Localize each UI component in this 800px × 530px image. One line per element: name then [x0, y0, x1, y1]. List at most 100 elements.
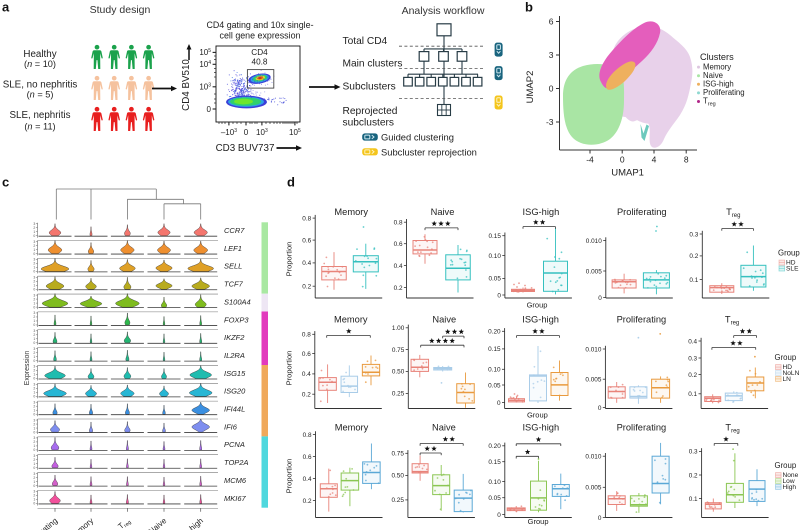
svg-text:ISG-high: ISG-high: [703, 80, 734, 89]
svg-text:0.4: 0.4: [688, 338, 697, 345]
svg-text:2: 2: [33, 315, 35, 319]
svg-text:0.6: 0.6: [394, 241, 403, 248]
svg-text:3: 3: [33, 347, 35, 351]
svg-text:MKI67: MKI67: [224, 494, 247, 503]
svg-text:Clusters: Clusters: [700, 52, 734, 62]
svg-text:0: 0: [33, 448, 35, 452]
svg-text:3: 3: [549, 50, 554, 60]
svg-text:FOXP3: FOXP3: [224, 315, 249, 324]
svg-text:Low: Low: [783, 478, 795, 485]
svg-text:S100A4: S100A4: [224, 297, 251, 306]
svg-text:3: 3: [33, 454, 35, 458]
svg-text:0.010: 0.010: [586, 238, 602, 245]
svg-text:–103: –103: [221, 128, 237, 137]
svg-text:103: 103: [256, 128, 268, 137]
svg-text:0.50: 0.50: [391, 473, 404, 480]
svg-text:0.8: 0.8: [302, 215, 311, 222]
svg-text:2: 2: [33, 226, 35, 230]
svg-text:0: 0: [549, 84, 554, 94]
svg-text:Memory: Memory: [335, 423, 369, 433]
svg-text:0: 0: [33, 412, 35, 416]
svg-text:0.6: 0.6: [303, 454, 312, 461]
svg-text:CD4: CD4: [251, 48, 268, 57]
svg-text:0: 0: [33, 430, 35, 434]
svg-text:0: 0: [497, 512, 501, 519]
svg-text:0.05: 0.05: [488, 495, 501, 502]
svg-text:Treg: Treg: [703, 97, 716, 108]
svg-text:SLE, no nephritis: SLE, no nephritis: [3, 80, 78, 91]
svg-text:CD3 BUV737: CD3 BUV737: [216, 143, 275, 154]
svg-text:3: 3: [33, 436, 35, 440]
svg-text:LEF1: LEF1: [224, 244, 242, 253]
svg-text:0.4: 0.4: [303, 476, 312, 483]
svg-text:0.05: 0.05: [488, 276, 501, 283]
svg-text:0.75: 0.75: [391, 451, 404, 458]
svg-text:0.4: 0.4: [302, 371, 311, 378]
svg-text:0.2: 0.2: [302, 284, 311, 291]
svg-text:Main clusters: Main clusters: [343, 58, 403, 69]
svg-text:ISG20: ISG20: [224, 387, 246, 396]
svg-text:(n = 11): (n = 11): [24, 122, 55, 132]
svg-text:2: 2: [33, 244, 35, 248]
svg-text:3: 3: [33, 490, 35, 494]
svg-text:1: 1: [33, 426, 35, 430]
svg-text:0.3: 0.3: [688, 355, 697, 362]
svg-text:2: 2: [33, 279, 35, 283]
svg-text:1: 1: [33, 408, 35, 412]
svg-text:IL2RA: IL2RA: [224, 351, 245, 360]
svg-text:0: 0: [33, 484, 35, 488]
svg-text:0: 0: [33, 341, 35, 345]
svg-text:4: 4: [652, 155, 657, 165]
svg-text:0.1: 0.1: [688, 391, 697, 398]
svg-text:Proliferating: Proliferating: [617, 207, 667, 217]
svg-text:0.005: 0.005: [586, 268, 602, 275]
svg-text:Proliferating: Proliferating: [703, 88, 745, 97]
svg-text:CD4 BV510: CD4 BV510: [181, 59, 192, 111]
svg-text:2: 2: [33, 458, 35, 462]
svg-text:0.2: 0.2: [394, 285, 403, 292]
svg-text:3: 3: [33, 258, 35, 262]
svg-text:105: 105: [289, 128, 301, 137]
svg-text:0: 0: [207, 105, 212, 114]
svg-text:0.75: 0.75: [392, 347, 405, 354]
svg-text:3: 3: [33, 365, 35, 369]
svg-text:Proportion: Proportion: [285, 242, 294, 277]
svg-text:cell gene expression: cell gene expression: [220, 30, 301, 40]
svg-text:1: 1: [33, 480, 35, 484]
svg-text:1: 1: [33, 373, 35, 377]
svg-text:3: 3: [33, 311, 35, 315]
svg-text:0.10: 0.10: [488, 253, 501, 260]
svg-text:2: 2: [33, 333, 35, 337]
svg-text:SLE: SLE: [786, 265, 799, 272]
svg-text:Naive: Naive: [432, 423, 456, 433]
svg-text:Reprojected: Reprojected: [343, 106, 398, 117]
svg-text:IFI44L: IFI44L: [224, 405, 245, 414]
svg-text:TCF7: TCF7: [224, 280, 244, 289]
svg-text:103: 103: [199, 83, 211, 92]
svg-text:0.6: 0.6: [302, 237, 311, 244]
svg-text:Group: Group: [527, 301, 548, 310]
svg-text:0.3: 0.3: [689, 231, 698, 238]
svg-text:0: 0: [33, 252, 35, 256]
svg-text:Naive: Naive: [432, 315, 456, 325]
svg-text:0.8: 0.8: [302, 332, 311, 339]
svg-text:0.010: 0.010: [585, 454, 601, 461]
svg-text:0.4: 0.4: [394, 263, 403, 270]
svg-text:NoLN: NoLN: [783, 370, 800, 377]
svg-text:Naive: Naive: [147, 516, 169, 530]
svg-text:2: 2: [33, 494, 35, 498]
svg-text:Expression: Expression: [24, 351, 31, 386]
svg-text:0: 0: [598, 515, 602, 522]
svg-text:2: 2: [33, 369, 35, 373]
svg-text:0.2: 0.2: [688, 372, 697, 379]
svg-text:0.20: 0.20: [488, 329, 501, 336]
svg-text:PCNA: PCNA: [224, 440, 245, 449]
svg-text:-3: -3: [546, 117, 554, 127]
svg-text:3: 3: [33, 329, 35, 333]
svg-text:Naive: Naive: [703, 71, 723, 80]
svg-text:None: None: [783, 472, 799, 479]
svg-text:105: 105: [199, 48, 211, 57]
svg-text:0: 0: [33, 323, 35, 327]
svg-text:0: 0: [244, 128, 249, 137]
svg-text:0.6: 0.6: [302, 351, 311, 358]
